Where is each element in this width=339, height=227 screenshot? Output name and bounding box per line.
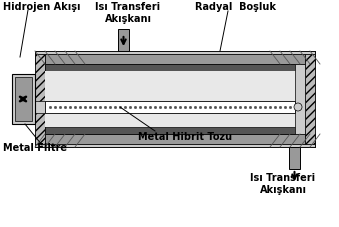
Bar (35, 101, 45, 114)
Bar (35, 52, 315, 65)
Circle shape (294, 104, 302, 111)
Bar (289, 147, 300, 169)
Text: Isı Transferi
Akışkanı: Isı Transferi Akışkanı (251, 172, 316, 194)
Bar (45, 65, 305, 72)
Bar (35, 134, 315, 147)
Text: Isı Transferi
Akışkanı: Isı Transferi Akışkanı (96, 2, 161, 24)
Bar (15, 78, 32, 121)
Text: Metal Filtre: Metal Filtre (3, 142, 67, 152)
Text: Radyal  Boşluk: Radyal Boşluk (195, 2, 276, 12)
Text: Metal Hibrit Tozu: Metal Hibrit Tozu (138, 131, 232, 141)
Bar (45, 101, 295, 114)
Bar (118, 30, 129, 52)
Text: Hidrojen Akışı: Hidrojen Akışı (3, 2, 80, 12)
Bar (305, 52, 315, 147)
Bar (35, 52, 45, 147)
Bar (45, 127, 305, 134)
Bar (45, 72, 305, 127)
Bar (35, 144, 315, 147)
Bar (35, 52, 315, 55)
Bar (295, 65, 305, 134)
Bar (12, 75, 35, 124)
